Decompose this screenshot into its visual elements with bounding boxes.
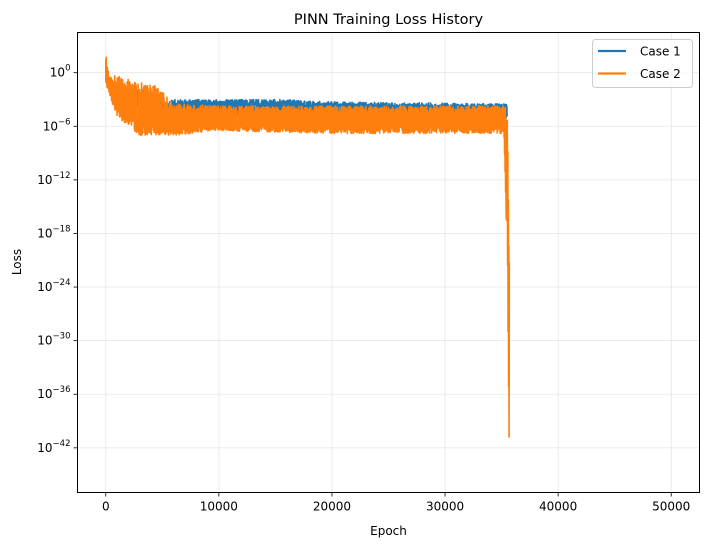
y-tick-label: 10−6 bbox=[43, 117, 71, 133]
x-tick-label: 0 bbox=[102, 500, 110, 514]
y-axis: 100 10−6 10−12 10−18 10−24 10−30 10−36 10−42 bbox=[37, 64, 78, 455]
y-tick-label: 100 bbox=[50, 64, 71, 80]
x-tick-label: 30000 bbox=[426, 500, 464, 514]
y-tick-label: 10−12 bbox=[37, 171, 70, 187]
chart-title: PINN Training Loss History bbox=[294, 12, 484, 28]
grid bbox=[77, 32, 700, 493]
x-axis: 0 10000 20000 30000 40000 50000 bbox=[102, 492, 690, 514]
x-axis-label: Epoch bbox=[370, 524, 407, 538]
x-tick-label: 40000 bbox=[539, 500, 577, 514]
legend-label-case-1: Case 1 bbox=[640, 45, 681, 59]
series-line-2 bbox=[104, 56, 511, 438]
plot-area bbox=[104, 56, 511, 438]
plot-frame bbox=[77, 32, 700, 493]
y-tick-label: 10−36 bbox=[37, 385, 70, 401]
y-tick-label: 10−30 bbox=[37, 332, 70, 348]
legend: Case 1 Case 2 bbox=[592, 39, 693, 88]
y-tick-label: 10−18 bbox=[37, 224, 70, 240]
y-tick-label: 10−42 bbox=[37, 439, 70, 455]
y-tick-label: 10−24 bbox=[37, 278, 70, 294]
x-tick-label: 50000 bbox=[652, 500, 690, 514]
y-axis-label: Loss bbox=[10, 249, 24, 275]
x-tick-label: 10000 bbox=[200, 500, 238, 514]
x-tick-label: 20000 bbox=[313, 500, 351, 514]
legend-label-case-2: Case 2 bbox=[640, 67, 681, 81]
